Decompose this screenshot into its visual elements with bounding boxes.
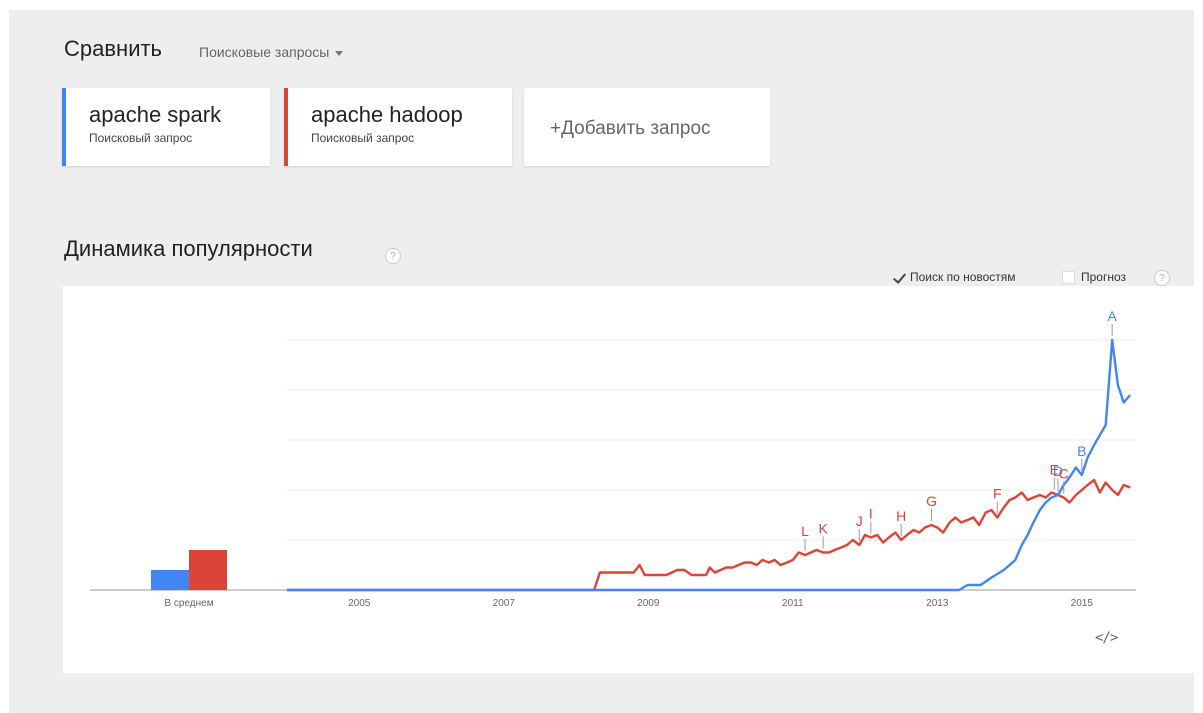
series-line bbox=[287, 338, 1132, 592]
annotation-label: I bbox=[869, 506, 873, 522]
x-tick-label: 2009 bbox=[637, 598, 660, 609]
term-kind: Поисковый запрос bbox=[89, 131, 193, 145]
annotation-label: L bbox=[801, 523, 809, 539]
compare-title: Сравнить bbox=[64, 36, 163, 61]
annotation-label: G bbox=[926, 493, 937, 509]
annotation-label: C bbox=[1059, 466, 1069, 482]
add-term-button[interactable]: +Добавить запрос bbox=[524, 88, 770, 166]
trend-chart: A BDE C F G H IJ KL В среднем 2005 2007 2009 2011 20… bbox=[90, 308, 1136, 609]
x-tick-label: 2007 bbox=[493, 598, 516, 609]
add-term-label: +Добавить запрос bbox=[550, 118, 711, 139]
x-tick-label: 2005 bbox=[348, 598, 371, 609]
section-title: Динамика популярности bbox=[64, 236, 313, 261]
term-kind: Поисковый запрос bbox=[311, 131, 415, 145]
average-tick-label: В среднем bbox=[164, 598, 213, 609]
forecast-checkbox[interactable] bbox=[1062, 271, 1075, 284]
news-label: Поиск по новостям bbox=[910, 270, 1016, 284]
term-card-spark[interactable]: apache spark Поисковый запрос bbox=[62, 88, 270, 166]
annotation-label: K bbox=[818, 521, 828, 537]
x-tick-label: 2013 bbox=[926, 598, 949, 609]
annotation-label: F bbox=[993, 486, 1002, 502]
x-tick-label: 2015 bbox=[1071, 598, 1094, 609]
series-line bbox=[287, 478, 1131, 592]
compare-type-label: Поисковые запросы bbox=[199, 44, 330, 60]
forecast-option[interactable]: Прогноз bbox=[1062, 270, 1126, 284]
term-card-hadoop[interactable]: apache hadoop Поисковый запрос bbox=[284, 88, 512, 166]
average-bar bbox=[151, 570, 189, 590]
news-checkbox[interactable] bbox=[891, 271, 904, 284]
embed-code-icon[interactable]: </> bbox=[1095, 630, 1118, 646]
annotation-label: D bbox=[1053, 463, 1063, 479]
annotation-label: B bbox=[1077, 443, 1086, 459]
compare-type-dropdown[interactable]: Поисковые запросы bbox=[199, 44, 344, 60]
help-icon[interactable]: ? bbox=[385, 248, 401, 264]
term-name: apache spark bbox=[89, 102, 222, 127]
chevron-down-icon bbox=[335, 50, 344, 56]
annotation-label: H bbox=[896, 508, 906, 524]
annotation-label: J bbox=[856, 513, 863, 529]
page-background: Сравнить Поисковые запросы apache spark … bbox=[9, 10, 1203, 713]
annotation-label: E bbox=[1050, 462, 1059, 478]
forecast-label: Прогноз bbox=[1081, 270, 1127, 284]
term-name: apache hadoop bbox=[311, 102, 463, 127]
average-bar bbox=[189, 550, 227, 590]
forecast-help-icon[interactable]: ? bbox=[1154, 270, 1170, 286]
x-tick-label: 2011 bbox=[782, 598, 804, 609]
annotation-label: A bbox=[1107, 308, 1117, 324]
news-search-option[interactable]: Поиск по новостям bbox=[891, 270, 1016, 284]
